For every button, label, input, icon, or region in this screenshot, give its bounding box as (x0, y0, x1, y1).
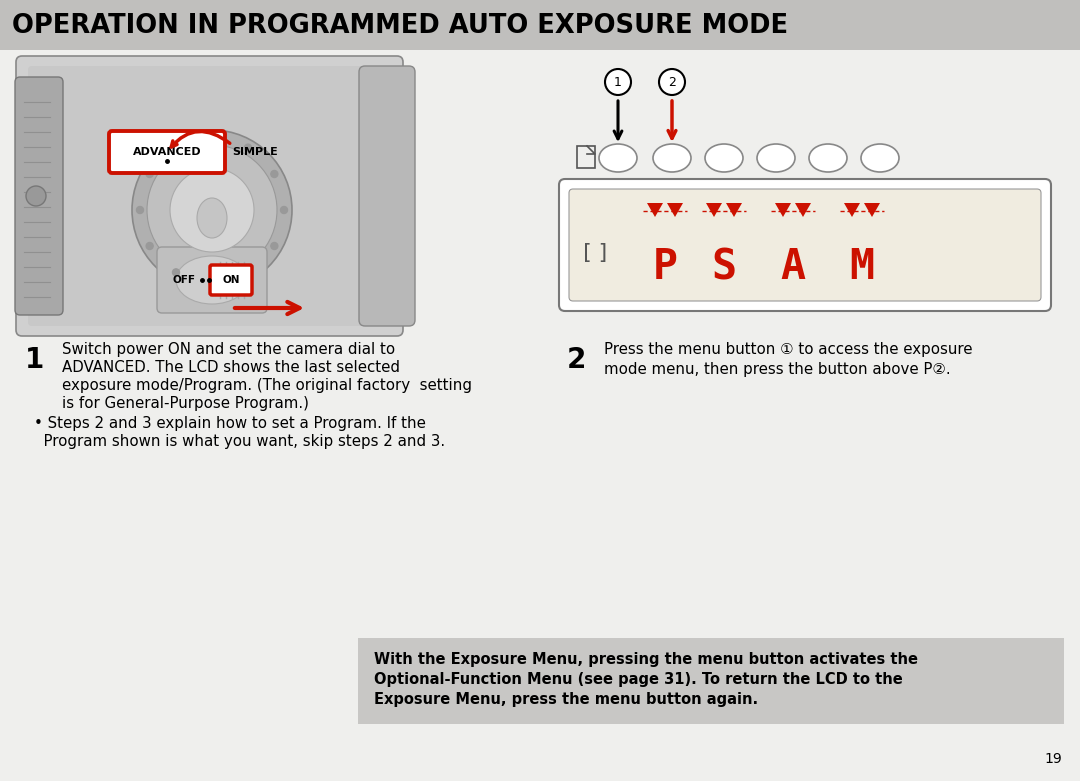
Text: Exposure Menu, press the menu button again.: Exposure Menu, press the menu button aga… (374, 692, 758, 707)
Circle shape (271, 242, 278, 249)
Text: With the Exposure Menu, pressing the menu button activates the: With the Exposure Menu, pressing the men… (374, 652, 918, 667)
Circle shape (136, 206, 144, 213)
Circle shape (170, 168, 254, 252)
Circle shape (605, 69, 631, 95)
FancyBboxPatch shape (559, 179, 1051, 311)
Ellipse shape (705, 144, 743, 172)
Polygon shape (775, 203, 791, 217)
FancyBboxPatch shape (157, 247, 267, 313)
FancyBboxPatch shape (15, 77, 63, 315)
Ellipse shape (653, 144, 691, 172)
Polygon shape (667, 203, 683, 217)
Circle shape (132, 130, 292, 290)
Text: • Steps 2 and 3 explain how to set a Program. If the: • Steps 2 and 3 explain how to set a Pro… (33, 416, 426, 431)
Circle shape (173, 269, 179, 276)
FancyBboxPatch shape (109, 131, 225, 173)
FancyBboxPatch shape (0, 0, 1080, 50)
Ellipse shape (176, 256, 248, 304)
Circle shape (146, 170, 153, 177)
Circle shape (281, 206, 287, 213)
FancyBboxPatch shape (28, 66, 391, 326)
Text: ]: ] (596, 243, 610, 263)
Text: 1: 1 (25, 346, 43, 374)
Polygon shape (647, 203, 663, 217)
Text: Switch power ON and set the camera dial to: Switch power ON and set the camera dial … (62, 342, 395, 357)
Circle shape (173, 144, 179, 152)
Text: S: S (712, 246, 737, 288)
Text: mode menu, then press the button above P②.: mode menu, then press the button above P… (604, 362, 950, 377)
Text: is for General-Purpose Program.): is for General-Purpose Program.) (62, 396, 309, 411)
Ellipse shape (861, 144, 899, 172)
Polygon shape (864, 203, 880, 217)
Polygon shape (795, 203, 811, 217)
Text: Optional-Function Menu (see page 31). To return the LCD to the: Optional-Function Menu (see page 31). To… (374, 672, 903, 687)
Circle shape (208, 279, 216, 286)
Text: P: P (652, 246, 677, 288)
FancyBboxPatch shape (569, 189, 1041, 301)
Text: 2: 2 (566, 346, 585, 374)
Ellipse shape (757, 144, 795, 172)
Circle shape (271, 170, 278, 177)
Circle shape (244, 144, 252, 152)
Text: M: M (850, 246, 875, 288)
FancyBboxPatch shape (359, 66, 415, 326)
Circle shape (244, 269, 252, 276)
Circle shape (146, 242, 153, 249)
Polygon shape (706, 203, 723, 217)
Text: Press the menu button ① to access the exposure: Press the menu button ① to access the ex… (604, 342, 972, 357)
Circle shape (659, 69, 685, 95)
Text: ADVANCED: ADVANCED (133, 147, 201, 157)
Polygon shape (726, 203, 742, 217)
Text: ADVANCED. The LCD shows the last selected: ADVANCED. The LCD shows the last selecte… (62, 360, 400, 375)
Text: exposure mode/Program. (The original factory  setting: exposure mode/Program. (The original fac… (62, 378, 472, 393)
Circle shape (147, 145, 276, 275)
Text: OPERATION IN PROGRAMMED AUTO EXPOSURE MODE: OPERATION IN PROGRAMMED AUTO EXPOSURE MO… (12, 13, 788, 39)
Text: A: A (781, 246, 806, 288)
Text: Program shown is what you want, skip steps 2 and 3.: Program shown is what you want, skip ste… (33, 434, 445, 449)
Ellipse shape (599, 144, 637, 172)
Text: ON: ON (222, 275, 240, 285)
Ellipse shape (197, 198, 227, 238)
FancyBboxPatch shape (357, 638, 1064, 724)
FancyBboxPatch shape (210, 265, 252, 295)
Text: 2: 2 (669, 76, 676, 88)
Circle shape (26, 186, 46, 206)
FancyBboxPatch shape (16, 56, 403, 336)
Polygon shape (843, 203, 860, 217)
Text: 1: 1 (615, 76, 622, 88)
Text: [: [ (580, 243, 594, 263)
Text: OFF: OFF (173, 275, 195, 285)
Text: SIMPLE: SIMPLE (232, 147, 278, 157)
Text: 19: 19 (1044, 752, 1062, 766)
Ellipse shape (809, 144, 847, 172)
Circle shape (208, 134, 216, 141)
